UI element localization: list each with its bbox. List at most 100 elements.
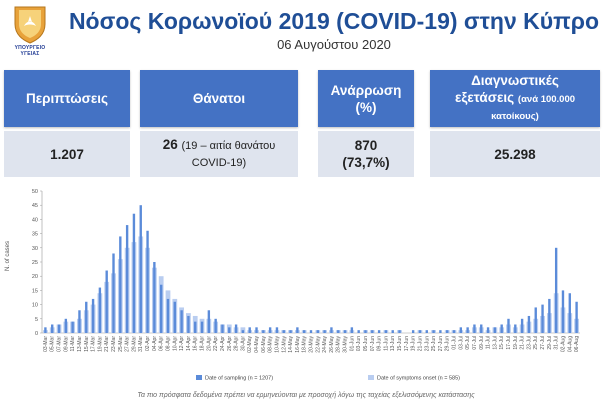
bar-sampling xyxy=(391,330,394,333)
bar-sampling xyxy=(398,330,401,333)
x-tick-label: 17-Mar xyxy=(91,336,97,352)
bar-sampling xyxy=(71,321,74,333)
bar-sampling xyxy=(105,270,108,333)
x-tick-label: 27-Jul xyxy=(540,336,546,350)
x-tick-label: 26-Apr xyxy=(227,336,233,351)
x-tick-label: 06-Aug xyxy=(574,336,580,352)
bar-sampling xyxy=(241,330,245,333)
bar-sampling xyxy=(139,205,142,333)
bar-sampling xyxy=(411,330,415,333)
x-tick-label: 23-Jul xyxy=(526,336,532,350)
bar-sampling xyxy=(221,324,224,333)
x-tick-label: 10-Apr xyxy=(172,336,178,351)
x-tick-label: 29-Mar xyxy=(131,336,137,352)
x-tick-label: 28-May xyxy=(336,336,342,353)
bar-sampling xyxy=(520,318,524,333)
x-tick-label: 02-Aug xyxy=(560,336,566,352)
tests-header: Διαγνωστικές εξετάσεις (ανά 100.000 κατο… xyxy=(430,70,600,127)
deaths-note-2: COVID-19) xyxy=(191,157,247,169)
bar-sampling xyxy=(330,327,333,333)
x-tick-label: 09-Jul xyxy=(479,336,485,350)
bar-sampling xyxy=(439,330,442,333)
bar-sampling xyxy=(194,321,197,333)
y-tick-label: 20 xyxy=(32,274,38,280)
x-tick-label: 27-Jun xyxy=(438,336,444,352)
bar-sampling xyxy=(112,253,115,333)
x-tick-label: 07-Jun xyxy=(370,336,376,352)
bar-sampling xyxy=(200,321,204,333)
y-tick-label: 10 xyxy=(32,303,38,309)
x-tick-label: 05-Jul xyxy=(465,336,471,350)
y-tick-label: 5 xyxy=(35,317,38,323)
bar-sampling xyxy=(548,298,551,333)
bar-sampling xyxy=(78,310,81,333)
bar-sampling xyxy=(384,330,388,333)
x-tick-label: 21-Jul xyxy=(520,336,526,350)
cases-value: 1.207 xyxy=(50,146,84,162)
x-tick-label: 16-May xyxy=(295,336,301,353)
bar-sampling xyxy=(534,307,537,333)
bar-sampling xyxy=(527,315,531,333)
bar-sampling xyxy=(309,330,313,333)
x-tick-label: 16-Apr xyxy=(193,336,199,351)
x-tick-label: 04-Apr xyxy=(152,336,158,351)
bar-sampling xyxy=(343,330,347,333)
bar-sampling xyxy=(371,330,374,333)
recovery-label: Ανάρρωση xyxy=(330,82,402,98)
x-tick-label: 12-Apr xyxy=(179,336,185,351)
x-tick-label: 12-May xyxy=(281,336,287,353)
deaths-note: (19 – αιτία θανάτου xyxy=(181,140,276,152)
y-axis-label: N. of cases xyxy=(5,241,11,271)
x-tick-label: 15-Jun xyxy=(397,336,403,352)
y-tick-label: 15 xyxy=(32,288,38,294)
bar-sampling xyxy=(459,327,463,333)
bar-sampling xyxy=(316,330,320,333)
x-tick-label: 19-Jul xyxy=(513,336,519,350)
x-tick-label: 21-Mar xyxy=(104,336,110,352)
x-tick-label: 11-Jul xyxy=(486,336,492,349)
cases-value-box: 1.207 xyxy=(4,131,130,177)
bar-sampling xyxy=(425,330,428,333)
report-date: 06 Αυγούστου 2020 xyxy=(277,37,391,52)
bar-sampling xyxy=(446,330,449,333)
bar-sampling xyxy=(228,327,231,333)
x-tick-label: 03-Jun xyxy=(356,336,362,352)
x-tick-label: 31-Mar xyxy=(138,336,144,352)
y-tick-label: 0 xyxy=(35,331,38,337)
x-tick-label: 06-Apr xyxy=(159,336,165,351)
bar-sampling xyxy=(337,330,340,333)
x-tick-label: 24-May xyxy=(322,336,328,353)
x-tick-label: 02-Apr xyxy=(145,336,151,351)
bar-sampling xyxy=(507,318,510,333)
x-tick-label: 01-Jul xyxy=(452,336,458,350)
x-tick-label: 02-May xyxy=(247,336,253,353)
x-tick-label: 05-Jun xyxy=(363,336,369,352)
y-tick-label: 25 xyxy=(32,260,38,266)
bar-sampling xyxy=(357,330,360,333)
bar-sampling xyxy=(323,330,326,333)
bar-sampling xyxy=(153,262,156,333)
x-tick-label: 25-Jul xyxy=(533,336,539,350)
footer-note: Τα πιο πρόσφατα δεδομένα πρέπει να ερμην… xyxy=(137,392,475,399)
x-tick-label: 30-May xyxy=(343,336,349,353)
bar-sampling xyxy=(302,330,306,333)
x-tick-label: 18-Apr xyxy=(200,336,206,351)
legend-label: Date of symptoms onset (n = 585) xyxy=(377,376,460,382)
x-tick-label: 04-May xyxy=(254,336,260,353)
bar-sampling xyxy=(473,324,476,333)
x-tick-label: 04-Aug xyxy=(567,336,573,352)
x-tick-label: 22-May xyxy=(315,336,321,353)
x-tick-label: 25-Jun xyxy=(431,336,437,352)
bar-sampling xyxy=(568,293,571,333)
bar-sampling xyxy=(289,330,292,333)
y-tick-label: 45 xyxy=(32,203,38,209)
bar-sampling xyxy=(125,225,129,333)
logo-text: ΥΠΟΥΡΓΕΙΟ ΥΓΕΙΑΣ xyxy=(14,45,46,57)
page-title: Νόσος Κορωνοϊού 2019 (COVID-19) στην Κύπ… xyxy=(68,8,600,34)
bar-sampling xyxy=(44,327,47,333)
x-tick-label: 03-Jul xyxy=(458,336,464,350)
x-tick-label: 26-May xyxy=(329,336,335,353)
bar-sampling xyxy=(234,324,238,333)
recovery-label-unit: (%) xyxy=(355,99,377,115)
tests-value: 25.298 xyxy=(494,146,536,162)
